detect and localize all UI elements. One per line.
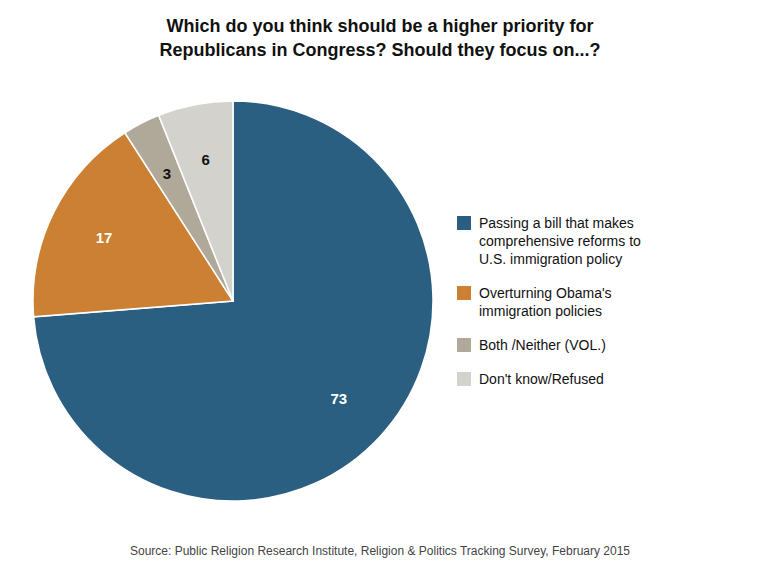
svg-text:17: 17 xyxy=(96,229,113,246)
html-text:Overturning Obama's immigratio: Overturning Obama's immigration policies xyxy=(479,285,612,319)
html-text:Which do you think should be a: Which do you think should be a higher pr… xyxy=(159,16,601,60)
html-text:Source: Public Religion Resear: Source: Public Religion Research Institu… xyxy=(130,544,630,558)
svg-text:6: 6 xyxy=(202,151,210,168)
html-text:Passing a bill that makes comp: Passing a bill that makes comprehensive … xyxy=(479,215,641,267)
html-text:Both /Neither (VOL.): Both /Neither (VOL.) xyxy=(479,337,606,353)
svg-text:3: 3 xyxy=(163,165,171,182)
svg-text:73: 73 xyxy=(330,390,347,407)
html-text:Don't know/Refused: Don't know/Refused xyxy=(479,371,604,387)
